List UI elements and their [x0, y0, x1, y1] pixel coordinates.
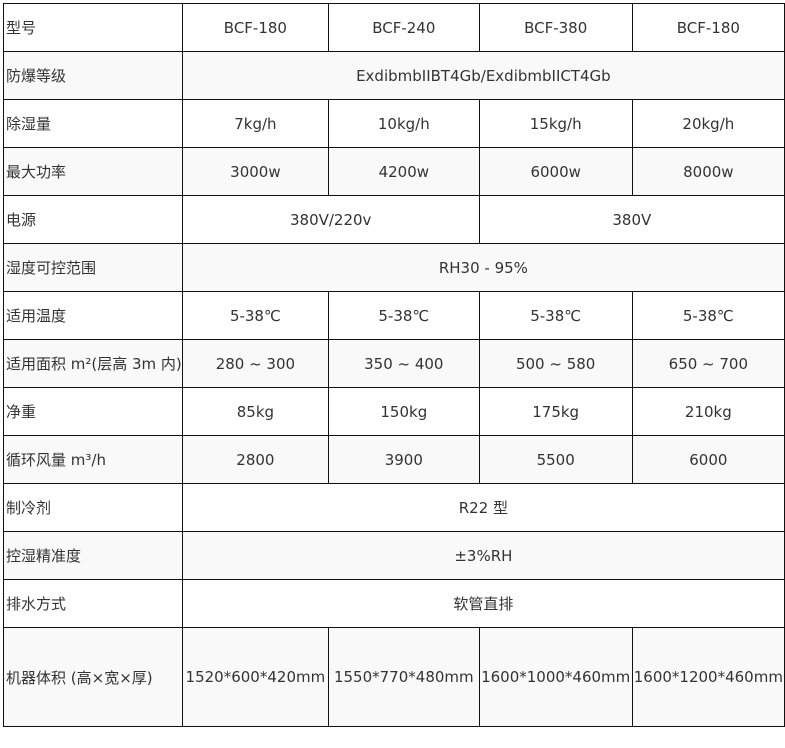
- table-cell: 650 ~ 700: [631, 339, 785, 388]
- table-row: 净重 85kg 150kg 175kg 210kg: [3, 387, 785, 436]
- spec-table: 型号 BCF-180 BCF-240 BCF-380 BCF-180 防爆等级 Exdibm…: [3, 3, 785, 727]
- row-label: 防爆等级: [3, 51, 183, 100]
- row-label: 适用面积 m²(层高 3m 内): [3, 339, 183, 388]
- table-row: 电源 380V/220v 380V: [3, 195, 785, 244]
- table-cell: 1600*1000*460mm: [478, 627, 633, 727]
- table-cell: 6000: [631, 435, 785, 484]
- row-label: 适用温度: [3, 291, 183, 340]
- table-cell: 1550*770*480mm: [327, 627, 480, 727]
- row-label: 最大功率: [3, 147, 183, 196]
- table-cell: 350 ~ 400: [327, 339, 480, 388]
- table-cell: 10kg/h: [327, 99, 480, 148]
- table-row: 湿度可控范围 RH30 - 95%: [3, 243, 785, 292]
- table-cell: 8000w: [631, 147, 785, 196]
- table-cell: 210kg: [631, 387, 785, 436]
- table-cell: BCF-240: [327, 3, 480, 52]
- table-row: 适用温度 5-38℃ 5-38℃ 5-38℃ 5-38℃: [3, 291, 785, 340]
- table-cell: 175kg: [478, 387, 633, 436]
- table-cell: 5500: [478, 435, 633, 484]
- row-label: 湿度可控范围: [3, 243, 183, 292]
- table-cell: 85kg: [181, 387, 329, 436]
- table-cell: R22 型: [181, 483, 785, 532]
- table-cell: 380V: [478, 195, 785, 244]
- table-row: 机器体积 (高×宽×厚) 1520*600*420mm 1550*770*480mm…: [3, 627, 785, 727]
- row-label: 电源: [3, 195, 183, 244]
- table-row: 排水方式 软管直排: [3, 579, 785, 628]
- table-cell: 5-38℃: [327, 291, 480, 340]
- table-cell: 150kg: [327, 387, 480, 436]
- table-cell: 20kg/h: [631, 99, 785, 148]
- row-label: 循环风量 m³/h: [3, 435, 183, 484]
- table-cell: 3000w: [181, 147, 329, 196]
- table-cell: BCF-180: [631, 3, 785, 52]
- table-row: 控湿精准度 ±3%RH: [3, 531, 785, 580]
- row-label: 制冷剂: [3, 483, 183, 532]
- row-label: 型号: [3, 3, 183, 52]
- row-label: 排水方式: [3, 579, 183, 628]
- table-row: 防爆等级 ExdibmbIIBT4Gb/ExdibmbIICT4Gb: [3, 51, 785, 100]
- table-cell: 5-38℃: [478, 291, 633, 340]
- table-cell: 380V/220v: [181, 195, 480, 244]
- table-cell: 7kg/h: [181, 99, 329, 148]
- table-cell: 软管直排: [181, 579, 785, 628]
- table-row: 除湿量 7kg/h 10kg/h 15kg/h 20kg/h: [3, 99, 785, 148]
- table-cell: RH30 - 95%: [181, 243, 785, 292]
- row-label: 机器体积 (高×宽×厚): [3, 627, 183, 727]
- table-cell: 2800: [181, 435, 329, 484]
- table-cell: 280 ~ 300: [181, 339, 329, 388]
- table-cell: ExdibmbIIBT4Gb/ExdibmbIICT4Gb: [181, 51, 785, 100]
- table-row: 循环风量 m³/h 2800 3900 5500 6000: [3, 435, 785, 484]
- table-row: 适用面积 m²(层高 3m 内) 280 ~ 300 350 ~ 400 500 ~ …: [3, 339, 785, 388]
- table-cell: BCF-180: [181, 3, 329, 52]
- table-cell: 4200w: [327, 147, 480, 196]
- row-label: 控湿精准度: [3, 531, 183, 580]
- table-cell: 15kg/h: [478, 99, 633, 148]
- table-cell: 1600*1200*460mm: [631, 627, 785, 727]
- row-label: 净重: [3, 387, 183, 436]
- table-cell: BCF-380: [478, 3, 633, 52]
- table-row: 最大功率 3000w 4200w 6000w 8000w: [3, 147, 785, 196]
- row-label: 除湿量: [3, 99, 183, 148]
- table-row: 型号 BCF-180 BCF-240 BCF-380 BCF-180: [3, 3, 785, 52]
- table-cell: 5-38℃: [631, 291, 785, 340]
- table-cell: 1520*600*420mm: [181, 627, 329, 727]
- table-cell: 6000w: [478, 147, 633, 196]
- table-cell: 500 ~ 580: [478, 339, 633, 388]
- table-cell: 5-38℃: [181, 291, 329, 340]
- table-row: 制冷剂 R22 型: [3, 483, 785, 532]
- table-cell: ±3%RH: [181, 531, 785, 580]
- table-cell: 3900: [327, 435, 480, 484]
